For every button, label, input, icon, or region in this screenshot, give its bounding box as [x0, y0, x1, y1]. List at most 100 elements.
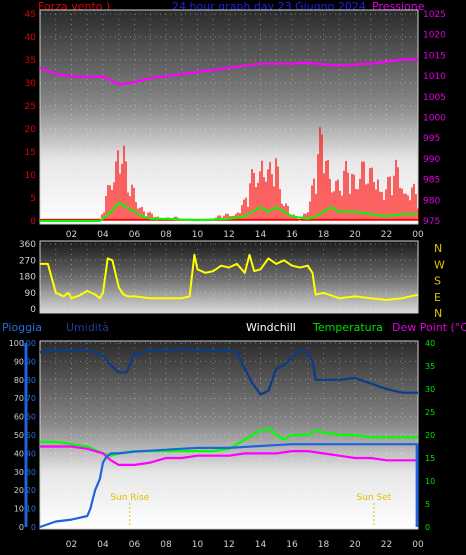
- wind-left-axis: 45 40 35 30 25 20 15 10 5 0: [25, 10, 37, 227]
- wind-tick-label: 35: [25, 56, 36, 66]
- temperature-tick-label: 10: [425, 477, 435, 486]
- dewpoint-legend: Dew Point (°C): [392, 321, 466, 334]
- pressure-tick-label: 985: [423, 176, 440, 186]
- x-tick-label: 08: [160, 230, 172, 240]
- x-tick-label: 12: [223, 540, 234, 550]
- x-tick-label: 20: [349, 230, 361, 240]
- compass-label: S: [434, 275, 441, 288]
- x-tick-label: 18: [318, 230, 330, 240]
- wind-tick-label: 0: [30, 217, 36, 227]
- pressure-tick-label: 995: [423, 134, 440, 144]
- temperature-tick-label: 30: [425, 385, 435, 394]
- humidity-tick-label: 20: [26, 486, 36, 495]
- humidity-tick-label: 80: [26, 376, 36, 385]
- compass-label: N: [434, 242, 442, 255]
- rain-tick-label: 70: [14, 394, 24, 403]
- x-tick-label: 14: [255, 230, 267, 240]
- humidity-tick-label: 60: [26, 413, 36, 422]
- direction-line: [40, 253, 419, 301]
- direction-panel-grid: [40, 243, 418, 310]
- x-tick-label: 02: [66, 230, 77, 240]
- temperature-tick-label: 40: [425, 339, 435, 348]
- pressure-tick-label: 1010: [423, 72, 446, 82]
- humidity-tick-label: 90: [26, 357, 36, 366]
- rain-tick-label: 40: [14, 449, 24, 458]
- wind-tick-label: 15: [25, 148, 36, 158]
- pressure-tick-label: 980: [423, 196, 440, 206]
- pressure-tick-label: 1015: [423, 51, 446, 61]
- sun-set-label: Sun Set: [357, 493, 392, 503]
- sun-rise-label: Sun Rise: [110, 493, 149, 503]
- x-tick-label: 14: [255, 540, 267, 550]
- x-tick-label: 06: [129, 230, 141, 240]
- humidity-tick-label: 0: [31, 523, 36, 532]
- temperature-tick-label: 35: [425, 362, 435, 371]
- direction-series: [40, 253, 419, 301]
- humidity-line: [39, 347, 418, 396]
- temperature-tick-label: 5: [425, 500, 430, 509]
- compass-label: W: [434, 258, 445, 271]
- direction-tick-label: 90: [25, 289, 37, 299]
- direction-tick-label: 270: [19, 256, 36, 266]
- rain-tick-label: 10: [14, 505, 24, 514]
- pressure-tick-label: 1000: [423, 114, 446, 124]
- x-tick-label: 00: [412, 230, 424, 240]
- compass-label: E: [434, 291, 441, 304]
- wind-x-axis: 02 04 06 08 10 12 14 16 18 20 22 00: [66, 230, 424, 240]
- x-tick-label: 00: [412, 540, 424, 550]
- wind-tick-label: 20: [25, 125, 37, 135]
- wind-tick-label: 30: [25, 79, 37, 89]
- sun-markers: Sun Rise Sun Set: [110, 493, 392, 527]
- rain-line: [39, 443, 418, 529]
- temperature-tick-label: 0: [425, 523, 430, 532]
- pressure-tick-label: 1025: [423, 10, 446, 20]
- gust-line: [40, 201, 418, 222]
- rain-tick-label: 0: [19, 523, 24, 532]
- humidity-tick-label: 40: [26, 449, 36, 458]
- pressure-tick-label: 975: [423, 217, 440, 227]
- rain-tick-label: 100: [9, 339, 24, 348]
- wind-tick-label: 45: [25, 10, 36, 20]
- humidity-tick-label: 50: [26, 431, 36, 440]
- x-tick-label: 04: [97, 230, 109, 240]
- direction-left-axis: 360 270 180 90 0: [19, 240, 36, 315]
- x-tick-label: 16: [286, 230, 298, 240]
- direction-tick-label: 360: [19, 240, 36, 250]
- temperature-tick-label: 25: [425, 408, 435, 417]
- climate-series: [39, 347, 419, 529]
- windchill-legend: Windchill: [246, 321, 296, 334]
- rain-axis-title: Pioggia: [2, 321, 42, 334]
- pressure-tick-label: 1005: [423, 93, 446, 103]
- pressure-tick-label: 990: [423, 155, 440, 165]
- wind-tick-label: 5: [30, 194, 36, 204]
- rain-tick-label: 90: [14, 357, 24, 366]
- rain-tick-label: 30: [14, 468, 24, 477]
- temperature-tick-label: 15: [425, 454, 435, 463]
- x-tick-label: 06: [129, 540, 141, 550]
- humidity-tick-label: 30: [26, 468, 36, 477]
- x-tick-label: 12: [223, 230, 234, 240]
- rain-tick-label: 80: [14, 376, 24, 385]
- climate-x-axis: 02 04 06 08 10 12 14 16 18 20 22 00: [66, 540, 424, 550]
- temperature-right-axis: 40 35 30 25 20 15 10 5 0: [425, 339, 435, 532]
- wind-panel: [39, 9, 419, 225]
- pressure-line: [39, 58, 418, 86]
- x-tick-label: 04: [97, 540, 109, 550]
- wind-tick-label: 25: [25, 102, 36, 112]
- pressure-tick-label: 1020: [423, 31, 446, 41]
- humidity-tick-label: 10: [26, 505, 36, 514]
- x-tick-label: 18: [318, 540, 330, 550]
- pressure-right-axis: 1025 1020 1015 1010 1005 1000 995 990 985 980 975: [423, 10, 446, 227]
- temperature-legend: Temperatura: [312, 321, 383, 334]
- x-tick-label: 16: [286, 540, 298, 550]
- wind-tick-label: 10: [25, 171, 37, 181]
- x-tick-label: 20: [349, 540, 361, 550]
- compass-label: N: [434, 307, 442, 320]
- direction-panel: [39, 240, 419, 314]
- x-tick-label: 22: [381, 540, 392, 550]
- wind-tick-label: 40: [25, 33, 37, 43]
- rain-tick-label: 20: [14, 486, 24, 495]
